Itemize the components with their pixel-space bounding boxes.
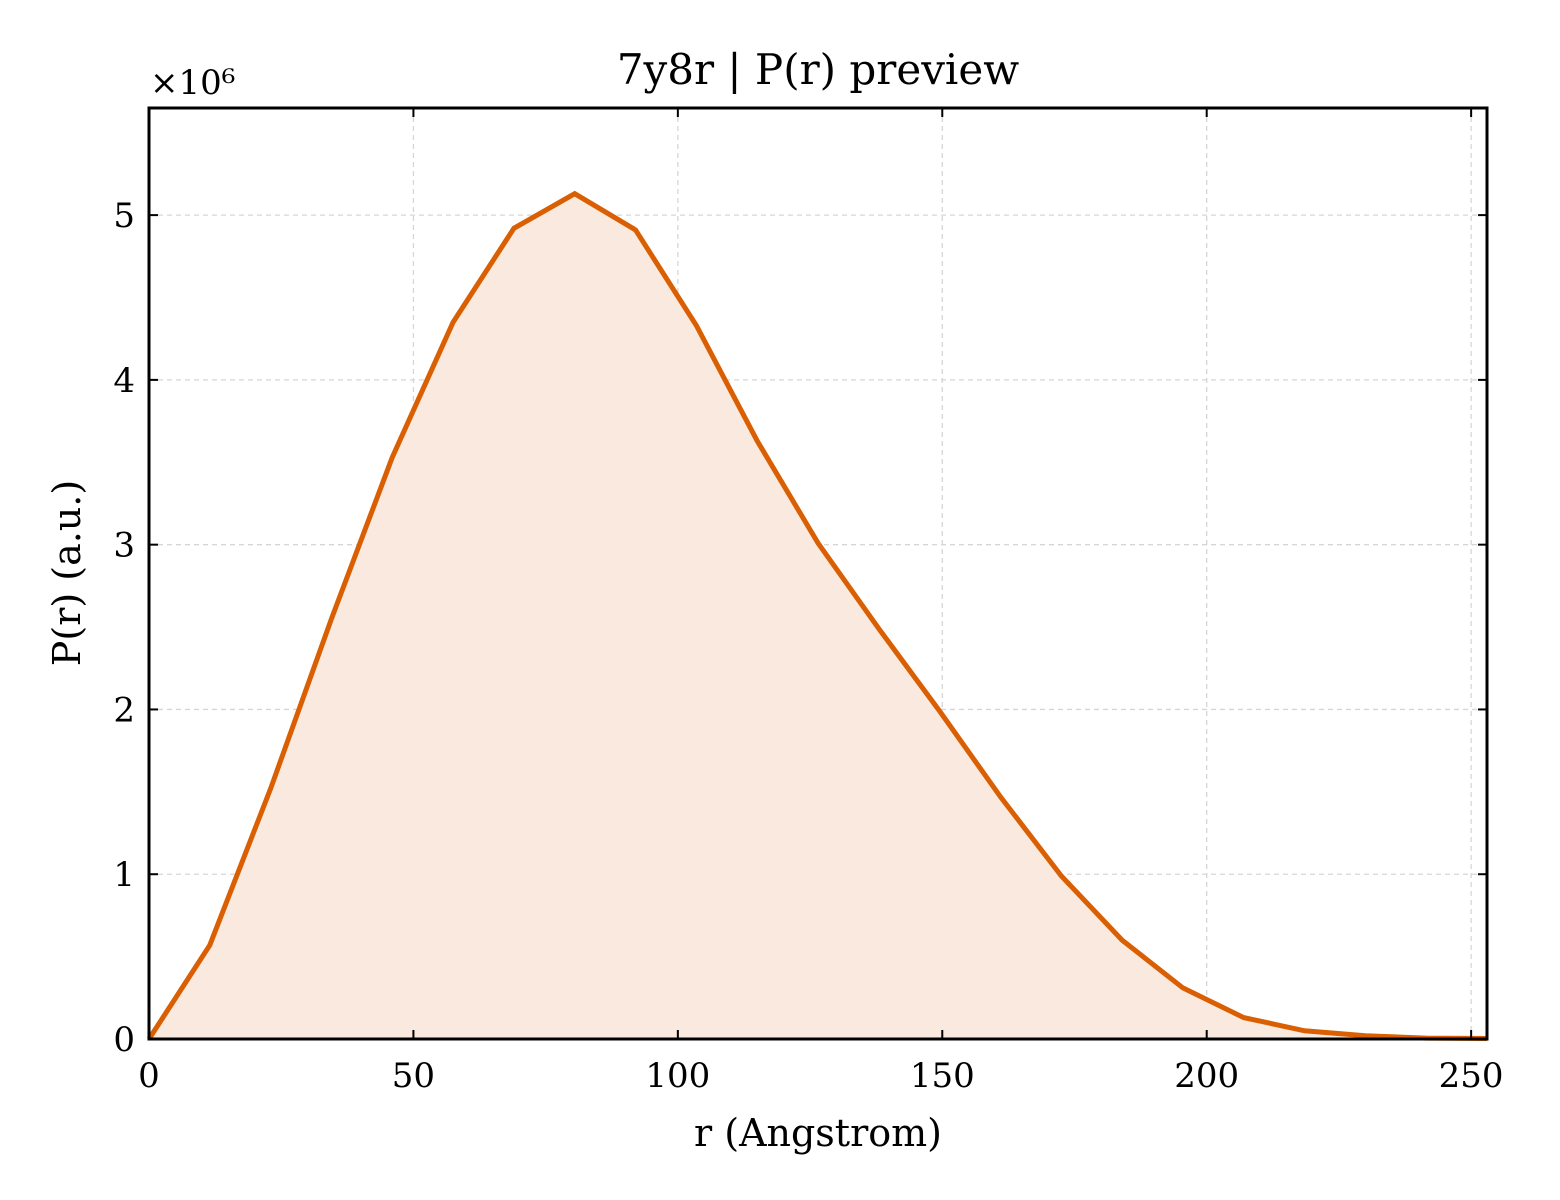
tick-layer: 0 50 100 150 200 250 0 1 2 3 4 5 [113, 108, 1504, 1096]
y-axis-label: P(r) (a.u.) [45, 480, 89, 666]
y-tick-label: 0 [113, 1020, 135, 1060]
y-multiplier-label: ×10⁶ [150, 63, 235, 103]
frame-layer [147, 106, 1489, 1041]
x-axis-label: r (Angstrom) [694, 1111, 942, 1155]
chart-title: 7y8r | P(r) preview [617, 45, 1019, 94]
series-line [146, 190, 1488, 1042]
y-tick-label: 1 [113, 855, 135, 895]
x-tick-label: 100 [645, 1056, 710, 1096]
y-tick-label: 3 [113, 526, 135, 566]
series-fill-area [149, 193, 1487, 1039]
x-tick-label: 200 [1174, 1056, 1239, 1096]
x-tick-label: 0 [138, 1056, 160, 1096]
x-tick-label: 50 [392, 1056, 435, 1096]
area-layer [146, 190, 1488, 1042]
plot-frame [147, 106, 1489, 1041]
y-tick-label: 5 [113, 196, 135, 236]
x-tick-label: 250 [1439, 1056, 1504, 1096]
y-tick-label: 2 [113, 690, 135, 730]
x-tick-label: 150 [910, 1056, 975, 1096]
y-tick-label: 4 [113, 361, 135, 401]
